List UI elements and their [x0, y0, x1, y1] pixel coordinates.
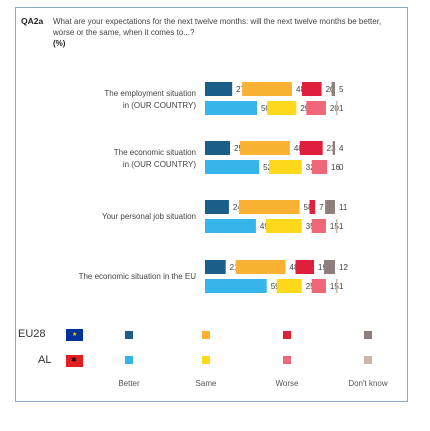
- bar-eu28-worse: [309, 200, 316, 214]
- bar-al-same: [276, 279, 302, 293]
- chart-frame: [15, 7, 408, 402]
- category-label: Your personal job situation: [102, 212, 196, 221]
- category-label: in (OUR COUNTRY): [123, 160, 197, 169]
- value-label: 48: [296, 85, 305, 94]
- value-label: 12: [339, 263, 348, 272]
- unit-label: (%): [53, 39, 66, 48]
- bar-al-dontknow: [335, 101, 338, 115]
- question-text: What are your expectations for the next …: [53, 17, 382, 37]
- value-label: 27: [236, 85, 245, 94]
- category-label: The economic situation: [114, 148, 196, 157]
- value-label: 32: [306, 163, 315, 172]
- bar-al-better: [205, 279, 267, 293]
- bar-eu28-worse: [299, 141, 323, 155]
- bar-eu28-worse: [302, 82, 322, 96]
- bar-al-better: [205, 219, 256, 233]
- value-label: 25: [234, 144, 243, 153]
- value-label: 49: [260, 222, 269, 231]
- category-label: The economic situation in the EU: [79, 272, 197, 281]
- bar-eu28-same: [240, 141, 290, 155]
- value-label: 1: [339, 222, 344, 231]
- bar-al-worse: [311, 279, 326, 293]
- value-label: 15: [330, 282, 339, 291]
- value-label: 48: [294, 144, 303, 153]
- bar-eu28-same: [235, 260, 286, 274]
- value-label: 50: [261, 104, 270, 113]
- bar-al-same: [265, 219, 302, 233]
- value-label: 15: [330, 222, 339, 231]
- bar-al-dontknow: [335, 279, 338, 293]
- bar-al-dontknow: [335, 219, 338, 233]
- value-label: 35: [306, 222, 315, 231]
- legend-country-eu28: EU28: [18, 328, 46, 340]
- value-label: 4: [339, 144, 344, 153]
- value-label: 29: [300, 104, 309, 113]
- legend-label-better: Better: [118, 379, 140, 388]
- value-label: 58: [304, 203, 313, 212]
- swatch-eu28-same: [202, 331, 210, 339]
- bar-eu28-dontknow: [332, 141, 335, 155]
- category-label: The employment situation: [104, 89, 196, 98]
- bar-al-worse: [306, 101, 326, 115]
- value-label: 52: [263, 163, 272, 172]
- bar-eu28-better: [205, 82, 233, 96]
- swatch-al-dontknow: [364, 356, 372, 364]
- bar-eu28-dontknow: [324, 260, 335, 274]
- value-label: 16: [331, 163, 340, 172]
- bar-al-better: [205, 101, 257, 115]
- swatch-al-better: [125, 356, 133, 364]
- bar-eu28-dontknow: [325, 200, 335, 214]
- value-label: 48: [290, 263, 299, 272]
- category-label: in (OUR COUNTRY): [123, 101, 197, 110]
- value-label: 21: [230, 263, 239, 272]
- value-label: 7: [319, 203, 324, 212]
- bar-eu28-same: [242, 82, 292, 96]
- value-label: 20: [326, 85, 335, 94]
- bar-eu28-dontknow: [331, 82, 335, 96]
- value-label: 11: [339, 203, 348, 212]
- swatch-al-same: [202, 356, 210, 364]
- value-label: 20: [330, 104, 339, 113]
- bar-eu28-better: [205, 200, 229, 214]
- bar-al-better: [205, 160, 260, 174]
- bar-al-same: [269, 160, 302, 174]
- value-label: 0: [339, 163, 344, 172]
- bar-eu28-better: [205, 260, 226, 274]
- value-label: 24: [233, 203, 242, 212]
- eu-flag-icon: ★: [66, 329, 83, 341]
- bar-al-worse: [311, 219, 326, 233]
- bar-al-worse: [311, 160, 327, 174]
- value-label: 23: [327, 144, 336, 153]
- value-label: 1: [339, 104, 344, 113]
- legend-label-dontknow: Don't know: [348, 379, 388, 388]
- legend-country-al: AL: [38, 354, 52, 366]
- swatch-eu28-worse: [283, 331, 291, 339]
- legend-label-same: Same: [195, 379, 217, 388]
- swatch-eu28-dontknow: [364, 331, 372, 339]
- question-code: QA2a: [21, 16, 44, 26]
- value-label: 19: [318, 263, 327, 272]
- bar-al-same: [267, 101, 297, 115]
- albania-flag-icon: ✱: [66, 355, 83, 367]
- swatch-eu28-better: [125, 331, 133, 339]
- bar-eu28-worse: [295, 260, 315, 274]
- legend-label-worse: Worse: [275, 379, 299, 388]
- bar-eu28-same: [238, 200, 300, 214]
- value-label: 5: [339, 85, 344, 94]
- value-label: 1: [339, 282, 344, 291]
- bar-eu28-better: [205, 141, 230, 155]
- swatch-al-worse: [283, 356, 291, 364]
- value-label: 25: [306, 282, 315, 291]
- value-label: 59: [271, 282, 280, 291]
